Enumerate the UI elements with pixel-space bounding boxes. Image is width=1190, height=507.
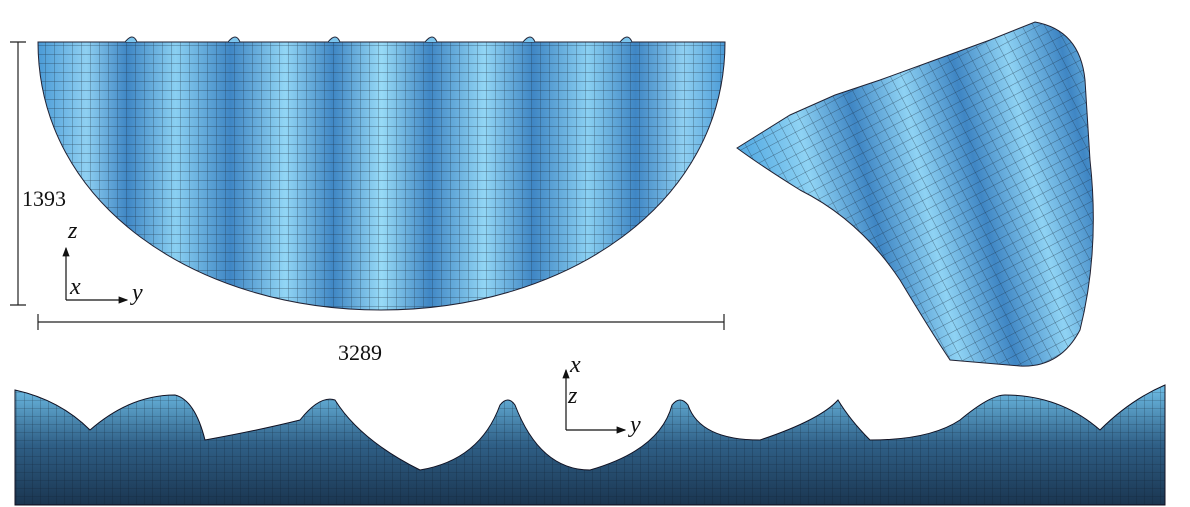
top-view xyxy=(15,385,1165,505)
figure: 1393 3289 z x y x z y xyxy=(0,0,1190,507)
axis-label: y xyxy=(628,412,641,438)
axis-label: z xyxy=(567,383,578,409)
axes-front: z x y xyxy=(66,218,143,306)
axis-label: y xyxy=(130,280,143,306)
front-view xyxy=(38,37,725,310)
axis-label: x xyxy=(69,274,81,300)
perspective-view xyxy=(737,22,1093,366)
page: {"dimensions":{"height":1393,"width":328… xyxy=(0,0,1190,507)
axis-label: z xyxy=(67,218,78,244)
axis-label: x xyxy=(569,352,581,378)
height-label: 1393 xyxy=(22,186,66,211)
width-label: 3289 xyxy=(338,340,382,365)
axes-top: x z y xyxy=(566,352,641,438)
